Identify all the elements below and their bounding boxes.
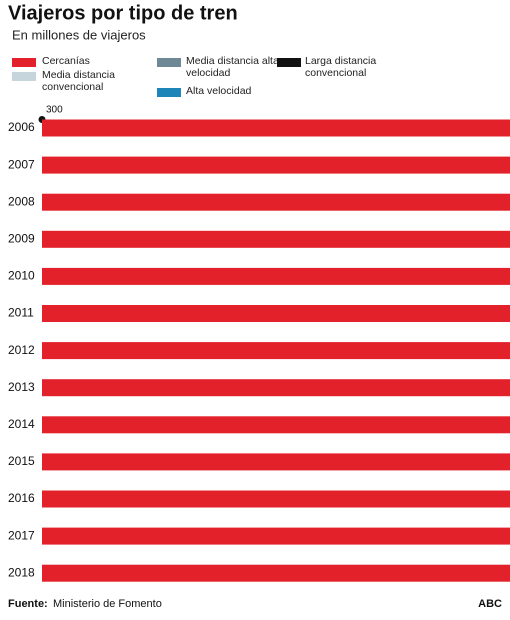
category-label: 2014	[8, 417, 35, 431]
category-label: 2011	[8, 306, 34, 320]
legend-swatch	[157, 88, 181, 97]
category-label: 2010	[8, 269, 35, 283]
bar-segment	[42, 230, 510, 248]
chart-title: Viajeros por tipo de tren	[8, 2, 238, 24]
category-label: 2006	[8, 120, 35, 134]
bar-segment	[42, 267, 510, 285]
legend-swatch	[12, 58, 36, 67]
bar-segment	[42, 119, 510, 137]
chart-subtitle: En millones de viajeros	[12, 27, 146, 42]
category-label: 2013	[8, 380, 35, 394]
legend-label: Larga distancia convencional	[305, 55, 377, 79]
legend-label: Media distancia alta velocidad	[186, 55, 279, 79]
brand: ABC	[478, 598, 502, 610]
bar-segment	[42, 342, 510, 360]
bar-segment	[42, 527, 510, 545]
source-label: Fuente:	[8, 598, 48, 610]
legend-swatch	[157, 58, 181, 67]
category-label: 2012	[8, 343, 35, 357]
legend-label: Cercanías	[42, 55, 90, 67]
source: Ministerio de Fomento	[53, 598, 162, 610]
bar-segment	[42, 305, 510, 322]
bar-segment	[42, 490, 510, 508]
category-label: 2009	[8, 231, 35, 245]
bar-segment	[42, 156, 510, 174]
category-label: 2018	[8, 565, 35, 579]
category-label: 2016	[8, 491, 35, 505]
category-label: 2007	[8, 157, 35, 171]
bar-segment	[42, 416, 510, 434]
x-tick-label: 300	[46, 105, 63, 116]
bar-segment	[42, 564, 510, 582]
legend-label: Media distancia convencional	[42, 69, 115, 93]
category-label: 2017	[8, 528, 35, 542]
bar-segment	[42, 453, 510, 471]
category-label: 2015	[8, 454, 35, 468]
bar-segment	[42, 193, 510, 211]
category-label: 2008	[8, 194, 35, 208]
bar-segment	[42, 379, 510, 397]
legend-label: Alta velocidad	[186, 85, 252, 97]
legend-swatch	[12, 72, 36, 81]
legend-swatch	[277, 58, 301, 67]
